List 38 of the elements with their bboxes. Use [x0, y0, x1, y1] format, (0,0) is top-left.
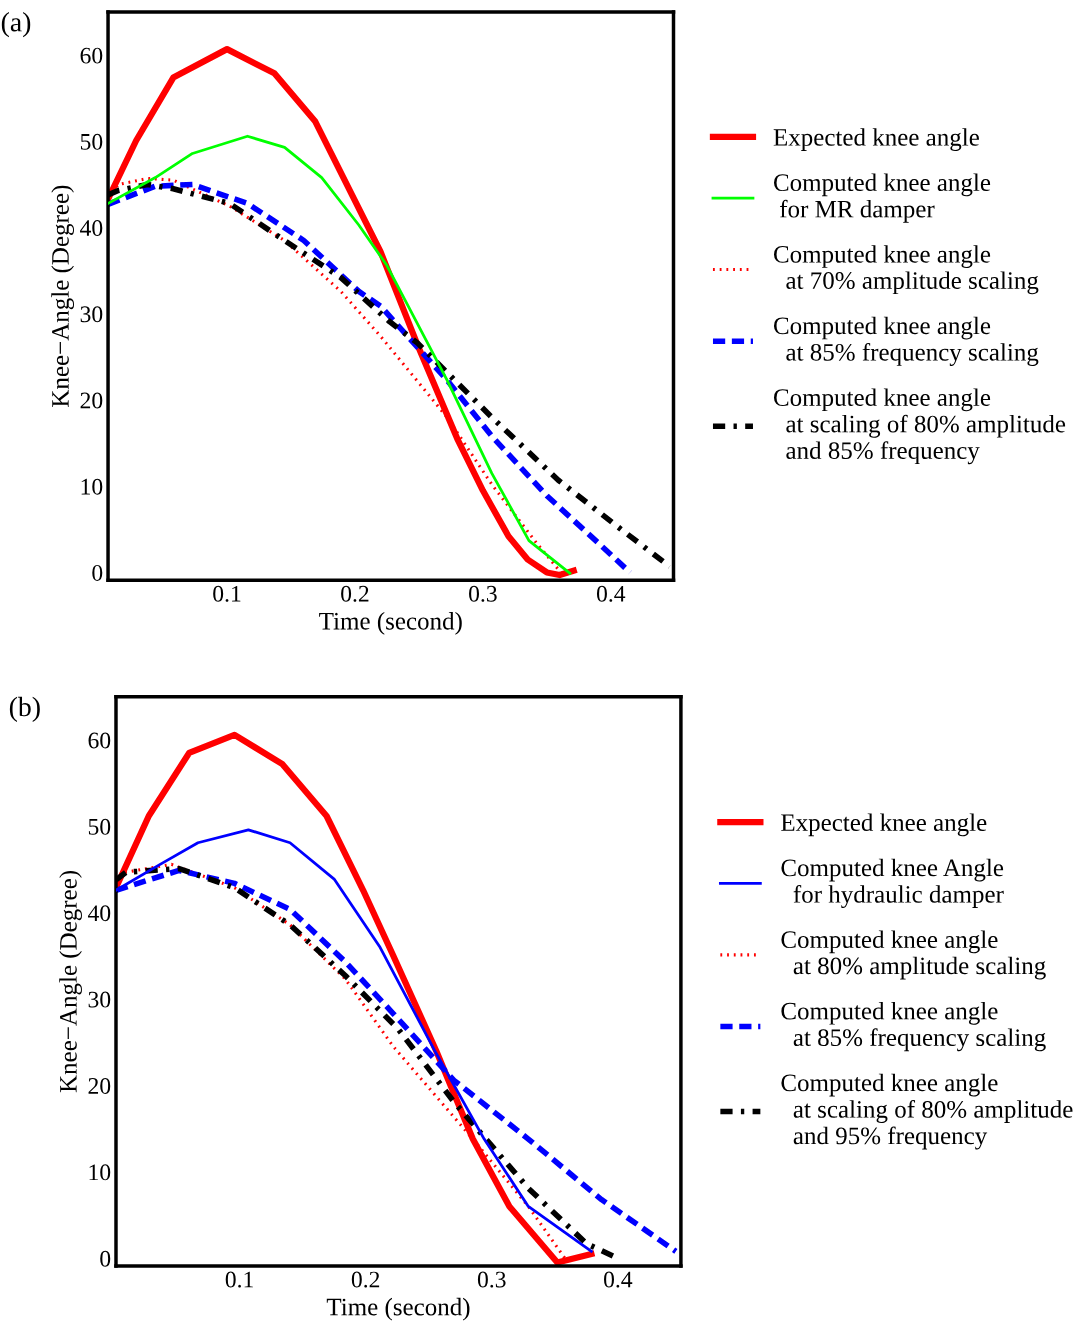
- y-tick-label: 50: [88, 818, 111, 835]
- y-tick-label: 10: [89, 1164, 111, 1181]
- x-axis-title: Time (second): [319, 612, 462, 635]
- legend-label: Computed knee angle at scaling of 80% amplitude and 85% frequency: [774, 388, 1066, 465]
- x-tick-label: 0.2: [341, 585, 369, 602]
- y-tick-label: 0: [92, 564, 103, 581]
- x-tick-label: 0.4: [604, 1271, 633, 1288]
- y-tick-label: 30: [88, 991, 111, 1008]
- y-axis-title: Knee−Angle (Degree): [59, 871, 82, 1093]
- x-axis-title: Time (second): [326, 1297, 470, 1321]
- y-axis-title: Knee−Angle (Degree): [51, 185, 75, 407]
- text: (a): [1, 12, 31, 38]
- y-tick-label: 40: [87, 905, 111, 922]
- legend-label: Computed knee Angle for hydraulic damper: [781, 858, 1004, 908]
- x-tick-label: 0.3: [477, 1271, 506, 1288]
- y-tick-label: 60: [88, 732, 111, 749]
- x-tick-label: 0.2: [351, 1271, 380, 1288]
- legend-label: Computed knee angle at 85% frequency scaling: [774, 316, 1039, 366]
- x-tick-label: 0.1: [213, 585, 241, 602]
- legend-label: Computed knee angle at 80% amplitude scaling: [781, 930, 1046, 980]
- legend-label: Expected knee angle: [773, 128, 979, 151]
- y-tick-label: 30: [80, 306, 103, 323]
- y-tick-label: 0: [100, 1250, 111, 1267]
- legend-label: Computed knee angle at scaling of 80% amplitude and 95% frequency: [781, 1073, 1073, 1150]
- legend-label: Computed knee angle at 85% frequency scaling: [781, 1001, 1046, 1052]
- y-tick-label: 20: [88, 1077, 111, 1094]
- y-tick-label: 10: [81, 478, 103, 495]
- text: (b): [9, 696, 40, 722]
- legend-label: Expected knee angle: [781, 813, 987, 837]
- y-tick-label: 60: [80, 47, 103, 64]
- y-tick-label: 20: [80, 392, 103, 409]
- legend-label: Computed knee angle at 70% amplitude scaling: [774, 245, 1039, 295]
- x-tick-label: 0.4: [596, 585, 626, 602]
- x-tick-label: 0.1: [225, 1271, 253, 1288]
- y-tick-label: 40: [80, 220, 103, 237]
- y-tick-label: 50: [80, 133, 103, 150]
- x-tick-label: 0.3: [469, 585, 497, 602]
- legend-label: Computed knee angle for MR damper: [774, 173, 991, 223]
